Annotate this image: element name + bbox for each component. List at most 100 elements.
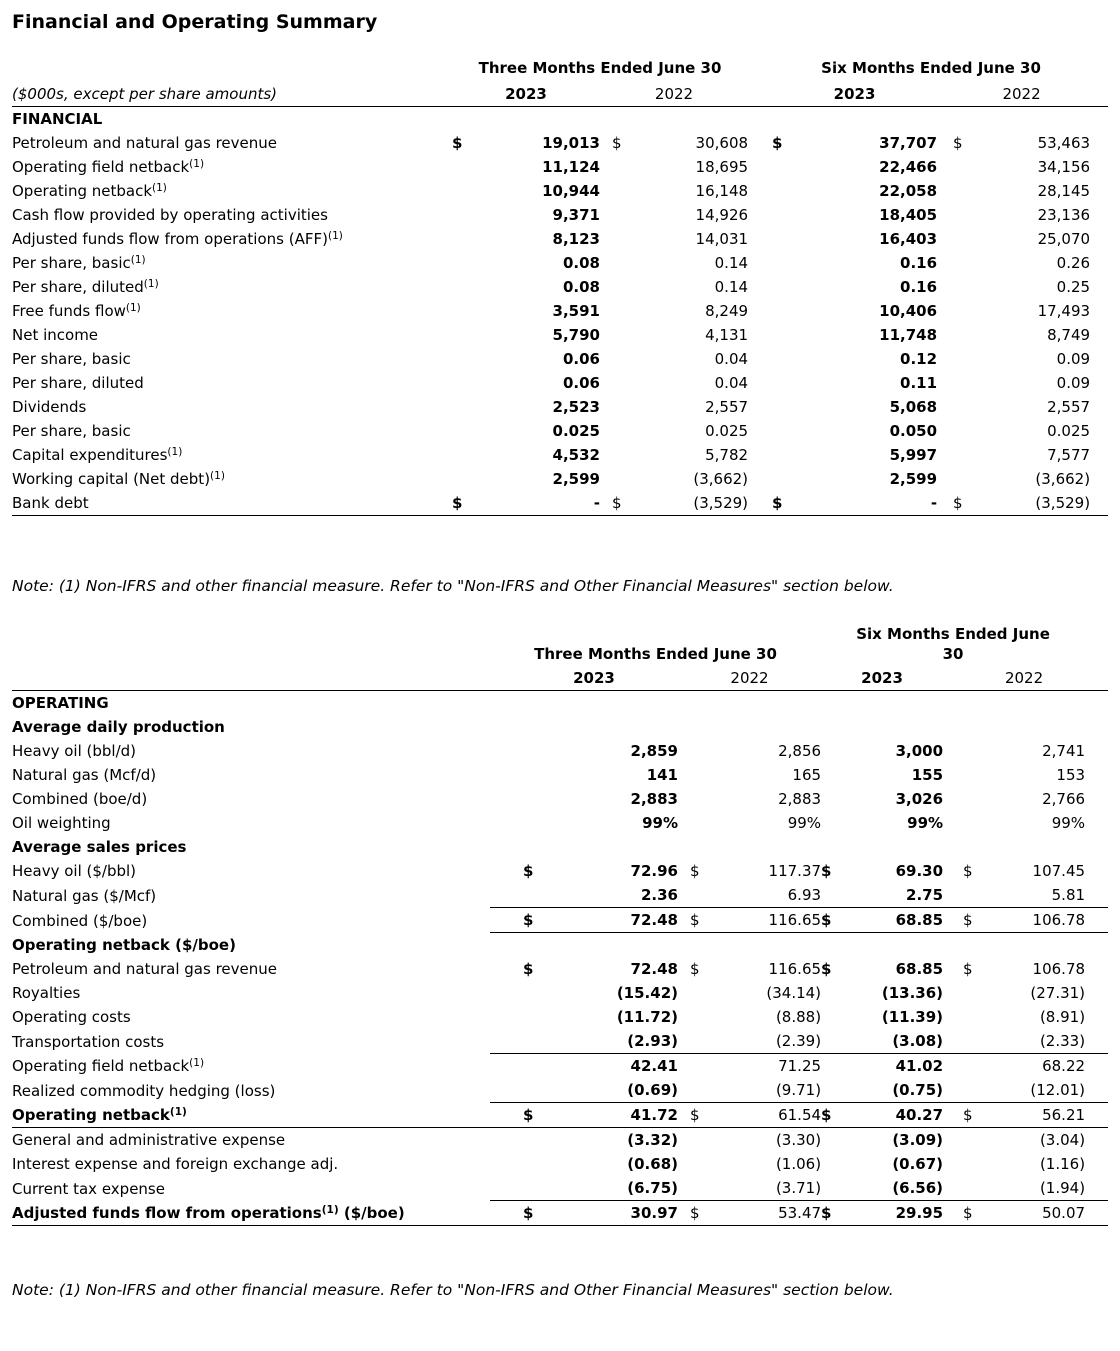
row-label: Operating costs — [12, 1005, 490, 1029]
dollar-sign — [600, 443, 624, 467]
cell-value: (1.06) — [775, 1155, 822, 1173]
row-label-text: General and administrative expense — [12, 1131, 286, 1149]
group-header-six-months: Six Months Ended June 30 — [821, 624, 1108, 664]
footnote-marker: (1) — [327, 230, 343, 242]
dollar-sign — [490, 763, 540, 787]
footnote-marker: (1) — [189, 1057, 205, 1069]
dollar-sign — [452, 179, 472, 203]
cell-value: (2.93) — [540, 1029, 678, 1054]
group-header-three-months: Three Months Ended June 30 — [478, 59, 722, 77]
cell-value: 6.93 — [700, 883, 822, 908]
dollar-sign — [452, 323, 472, 347]
cell-value: 117.37 — [768, 862, 822, 880]
row-label: Oil weighting — [12, 811, 490, 835]
row-label-text: Adjusted funds flow from operations — [12, 1204, 322, 1222]
row-label-text: Dividends — [12, 398, 87, 416]
cell-value: (12.01) — [975, 1078, 1109, 1103]
table-row: Oil weighting 99% 99% 99% 99% — [12, 811, 1108, 835]
row-label-text: Petroleum and natural gas revenue — [12, 134, 277, 152]
row-label: Operating field netback(1) — [12, 155, 452, 179]
cell-value: (3.08) — [838, 1029, 944, 1054]
dollar-sign — [600, 467, 624, 491]
cell-value: 5,790 — [552, 326, 600, 344]
row-label-text: Natural gas (Mcf/d) — [12, 766, 157, 784]
table-row: FINANCIAL — [12, 107, 1108, 132]
dollar-sign: $ — [821, 1102, 839, 1128]
dollar-sign: $ — [490, 1200, 540, 1226]
cell-value: 0.25 — [1056, 278, 1091, 296]
cell-value: 30.97 — [540, 1200, 678, 1226]
dollar-sign — [943, 787, 975, 811]
cell-value: (3,662) — [1035, 470, 1091, 488]
dollar-sign — [821, 1176, 839, 1201]
dollar-sign — [748, 443, 794, 467]
cell-value: 42.41 — [630, 1057, 678, 1075]
dollar-sign — [452, 251, 472, 275]
row-label: Per share, basic — [12, 347, 452, 371]
dollar-sign: $ — [612, 134, 622, 152]
cell-value: 153 — [1056, 766, 1086, 784]
table-row: Heavy oil ($/bbl) $72.96 $117.37 $69.30 $107… — [12, 859, 1108, 883]
row-label: General and administrative expense — [12, 1128, 490, 1153]
dollar-sign: $ — [821, 960, 832, 978]
cell-value: 0.16 — [900, 278, 938, 296]
row-label-text: Operating netback — [12, 182, 153, 200]
row-label: Working capital (Net debt)(1) — [12, 467, 452, 491]
row-label-text: Realized commodity hedging (loss) — [12, 1081, 276, 1100]
dollar-sign: $ — [452, 491, 472, 516]
row-label-text: Oil weighting — [12, 814, 111, 832]
dollar-sign: $ — [963, 862, 973, 880]
dollar-sign: $ — [748, 491, 795, 516]
dollar-sign — [490, 1005, 540, 1029]
section-label: Average sales prices — [12, 838, 187, 856]
cell-value: (2.39) — [700, 1029, 822, 1054]
cell-value: 99% — [1051, 814, 1086, 832]
cell-value: 25,070 — [1037, 230, 1091, 248]
cell-value: (8.91) — [1039, 1008, 1086, 1026]
dollar-sign — [748, 203, 794, 227]
cell-value: (3,662) — [693, 470, 749, 488]
cell-value: 16,403 — [879, 230, 938, 248]
dollar-sign: $ — [678, 1102, 700, 1128]
dollar-sign — [490, 811, 540, 835]
dollar-sign — [937, 419, 973, 443]
dollar-sign — [748, 275, 794, 299]
dollar-sign: $ — [690, 960, 700, 978]
table-row: Adjusted funds flow from operations (AFF… — [12, 227, 1108, 251]
cell-value: 5,997 — [889, 446, 938, 464]
financial-summary-table: Three Months Ended June 30 Six Months En… — [12, 56, 1109, 516]
dollar-sign — [937, 179, 973, 203]
table-row: Petroleum and natural gas revenue $72.48 $… — [12, 957, 1108, 981]
table-row: Adjusted funds flow from operations(1) (… — [12, 1200, 1109, 1226]
year-header: 2022 — [678, 664, 822, 691]
cell-value: 10,406 — [879, 302, 938, 320]
row-label-text: Net income — [12, 326, 99, 344]
row-label: Bank debt — [12, 491, 452, 516]
cell-value: 11,748 — [879, 326, 938, 344]
cell-value: 34,156 — [1037, 158, 1091, 176]
row-label-text: Royalties — [12, 984, 81, 1002]
cell-value: 155 — [911, 766, 944, 784]
row-label: Adjusted funds flow from operations (AFF… — [12, 227, 452, 251]
dollar-sign — [943, 811, 975, 835]
row-label: Operating field netback(1) — [12, 1054, 490, 1079]
row-label: Per share, basic — [12, 419, 452, 443]
section-label: FINANCIAL — [12, 110, 103, 128]
dollar-sign — [490, 1152, 540, 1176]
group-header-six-months: Six Months Ended June 30 — [821, 59, 1041, 77]
table-row: Per share, diluted 0.06 0.04 0.11 0.09 — [12, 371, 1108, 395]
dollar-sign — [943, 1152, 975, 1176]
dollar-sign — [452, 395, 472, 419]
dollar-sign — [490, 981, 540, 1005]
spacer-cell — [12, 56, 452, 80]
cell-value: (0.67) — [892, 1155, 944, 1173]
cell-value: 5,782 — [705, 446, 749, 464]
row-label: Natural gas ($/Mcf) — [12, 883, 490, 908]
row-label: Petroleum and natural gas revenue — [12, 957, 490, 981]
cell-value: 18,695 — [695, 158, 749, 176]
table-row: Natural gas (Mcf/d) 141 165 155 153 — [12, 763, 1108, 787]
cell-value: 0.025 — [705, 422, 749, 440]
dollar-sign — [490, 1078, 540, 1103]
table-row: Per share, basic 0.06 0.04 0.12 0.09 — [12, 347, 1108, 371]
dollar-sign — [821, 1054, 838, 1079]
